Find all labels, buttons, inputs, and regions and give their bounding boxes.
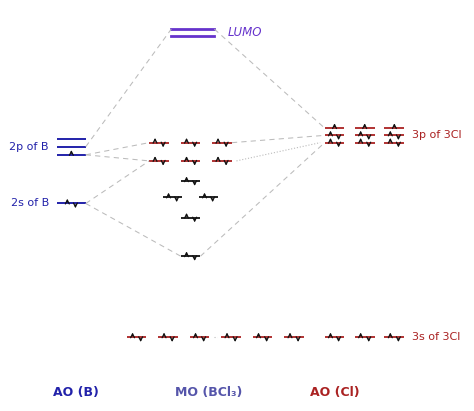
Text: 2p of B: 2p of B [9,142,49,152]
Text: MO (BCl₃): MO (BCl₃) [175,386,242,399]
Text: 2s of B: 2s of B [10,199,49,208]
Text: LUMO: LUMO [228,26,263,39]
Text: AO (B): AO (B) [54,386,99,399]
Text: 3s of 3Cl: 3s of 3Cl [412,332,461,342]
Text: AO (Cl): AO (Cl) [310,386,359,399]
Text: 3p of 3Cl: 3p of 3Cl [412,130,462,141]
